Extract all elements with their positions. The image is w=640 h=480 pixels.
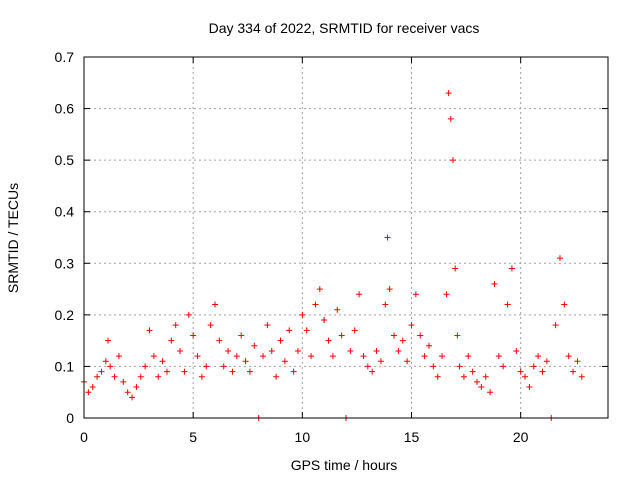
y-tick-label: 0.1 xyxy=(55,358,75,374)
x-axis-label: GPS time / hours xyxy=(291,457,398,473)
y-tick-label: 0.4 xyxy=(55,204,75,220)
y-tick-label: 0.2 xyxy=(55,307,75,323)
y-tick-label: 0.6 xyxy=(55,101,75,117)
x-tick-label: 5 xyxy=(189,429,197,445)
y-tick-label: 0.5 xyxy=(55,152,75,168)
chart: 0 0.1 0.2 0.3 0.4 0.5 0.6 0.7 0 5 10 15 20 Day 334 o… xyxy=(0,0,640,480)
chart-title: Day 334 of 2022, SRMTID for receiver vac… xyxy=(209,20,480,36)
x-tick-label: 15 xyxy=(404,429,420,445)
x-tick-label: 0 xyxy=(80,429,88,445)
y-axis-label: SRMTID / TECUs xyxy=(5,183,21,293)
y-tick-label: 0.3 xyxy=(55,255,75,271)
y-tick-label: 0.7 xyxy=(55,49,75,65)
x-tick-label: 20 xyxy=(513,429,529,445)
x-tick-label: 10 xyxy=(295,429,311,445)
y-tick-label: 0 xyxy=(66,410,74,426)
